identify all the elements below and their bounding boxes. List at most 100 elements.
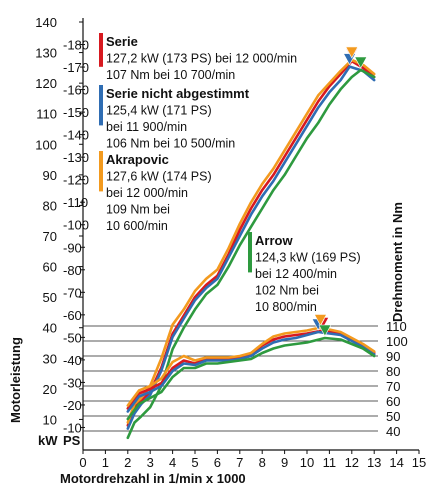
ps-tick-label: -10	[63, 420, 82, 435]
series-line-torque-serie-nicht-abgestimmt	[126, 330, 376, 413]
x-tick-label: 8	[259, 455, 266, 470]
x-tick-label: 13	[367, 455, 381, 470]
x-tick-label: 2	[124, 455, 131, 470]
ps-tick-label: -40	[63, 353, 82, 368]
axes	[79, 18, 420, 454]
torque-tick-label: 40	[386, 424, 400, 439]
torque-tick-label: 50	[386, 409, 400, 424]
legend-line: bei 12 400/min	[255, 267, 337, 281]
kw-unit-label: kW	[38, 433, 58, 448]
ps-tick-label: -50	[63, 330, 82, 345]
x-tick-label: 14	[389, 455, 403, 470]
series-line-torque-akrapovic	[126, 326, 376, 407]
legend-line: 125,4 kW (171 PS)	[106, 104, 212, 118]
legend-line: 10 800/min	[255, 300, 317, 314]
legend-swatch	[99, 151, 103, 192]
ps-tick-label: -90	[63, 240, 82, 255]
kw-tick-label: 10	[43, 412, 57, 427]
x-tick-label: 9	[281, 455, 288, 470]
ps-tick-label: -170	[63, 60, 89, 75]
legend-line: bei 12 000/min	[106, 186, 188, 200]
peak-marker-power	[354, 56, 368, 69]
legend-line: 124,3 kW (169 PS)	[255, 251, 361, 265]
kw-tick-label: 60	[43, 260, 57, 275]
legend-line: bei 11 900/min	[106, 120, 187, 134]
series-lines	[126, 58, 376, 440]
ps-tick-label: -140	[63, 128, 89, 143]
kw-tick-label: 90	[43, 168, 57, 183]
kw-tick-label: 30	[43, 351, 57, 366]
x-axis-label: Motordrehzahl in 1/min x 1000	[60, 471, 246, 486]
peak-marker-torque	[313, 314, 327, 327]
ps-tick-label: -160	[63, 83, 89, 98]
torque-tick-label: 110	[386, 319, 407, 334]
series-line-power-akrapovic	[126, 58, 376, 424]
legend-swatch	[99, 85, 103, 126]
legend-title: Serie nicht abgestimmt	[106, 86, 250, 101]
legend-title: Akrapovic	[106, 152, 169, 167]
ps-tick-label: -120	[63, 173, 89, 188]
legend-line: 102 Nm bei	[255, 284, 319, 298]
ps-tick-label: -150	[63, 105, 89, 120]
peak-marker-torque	[318, 324, 332, 337]
ps-tick-label: -130	[63, 150, 89, 165]
x-tick-label: 0	[79, 455, 86, 470]
series-line-power-arrow	[126, 68, 376, 440]
series-line-power-serie-nicht-abgestimmt	[126, 65, 376, 430]
legend-swatch	[248, 232, 252, 273]
x-tick-label: 15	[412, 455, 426, 470]
torque-tick-label: 100	[386, 334, 408, 349]
peak-marker-power	[345, 46, 359, 59]
kw-tick-label: 70	[43, 229, 57, 244]
x-tick-label: 12	[345, 455, 359, 470]
kw-tick-label: 140	[35, 15, 57, 30]
ps-tick-label: -180	[63, 38, 89, 53]
legend-title: Serie	[106, 34, 138, 49]
ps-tick-label: -80	[63, 263, 82, 278]
x-tick-label: 7	[236, 455, 243, 470]
x-tick-label: 11	[323, 455, 337, 470]
kw-tick-label: 20	[43, 382, 57, 397]
legend-line: 127,6 kW (174 PS)	[106, 170, 212, 184]
legend-swatch	[99, 33, 103, 67]
ps-tick-label: -60	[63, 308, 82, 323]
ps-tick-label: -30	[63, 375, 82, 390]
x-tick-label: 5	[191, 455, 198, 470]
legend-title: Arrow	[255, 233, 293, 248]
x-tick-label: 3	[147, 455, 154, 470]
kw-tick-label: 50	[43, 290, 57, 305]
kw-tick-label: 100	[35, 137, 57, 152]
peak-markers	[311, 46, 368, 337]
legend-line: 106 Nm bei 10 500/min	[106, 137, 235, 151]
legend: Serie 127,2 kW (173 PS) bei 12 000/min 107…	[99, 33, 361, 314]
series-line-torque-arrow	[126, 336, 376, 421]
ps-unit-label: PS	[63, 433, 81, 448]
kw-tick-label: 120	[35, 76, 57, 91]
x-tick-label: 1	[102, 455, 109, 470]
torque-tick-label: 90	[386, 349, 400, 364]
legend-line: 107 Nm bei 10 700/min	[106, 68, 235, 82]
y-axis-label-torque: Drehmoment in Nm	[390, 202, 405, 322]
torque-tick-label: 70	[386, 379, 400, 394]
legend-line: 127,2 kW (173 PS) bei 12 000/min	[106, 52, 297, 66]
torque-tick-label: 80	[386, 364, 400, 379]
y-axis-label-power: Motorleistung	[8, 337, 23, 423]
ps-tick-label: -70	[63, 285, 82, 300]
kw-tick-label: 110	[36, 107, 57, 122]
x-tick-label: 10	[300, 455, 314, 470]
x-tick-label: 4	[169, 455, 176, 470]
kw-tick-label: 130	[35, 46, 57, 61]
ps-tick-label: -20	[63, 398, 82, 413]
legend-line: 109 Nm bei	[106, 203, 170, 217]
grid	[83, 325, 378, 432]
ps-tick-label: -100	[63, 218, 89, 233]
ps-tick-label: -110	[63, 195, 88, 210]
kw-tick-label: 40	[43, 321, 57, 336]
torque-tick-label: 60	[386, 394, 400, 409]
series-line-torque-serie	[126, 329, 376, 410]
x-tick-label: 6	[214, 455, 221, 470]
legend-line: 10 600/min	[106, 219, 168, 233]
kw-tick-label: 80	[43, 198, 57, 213]
